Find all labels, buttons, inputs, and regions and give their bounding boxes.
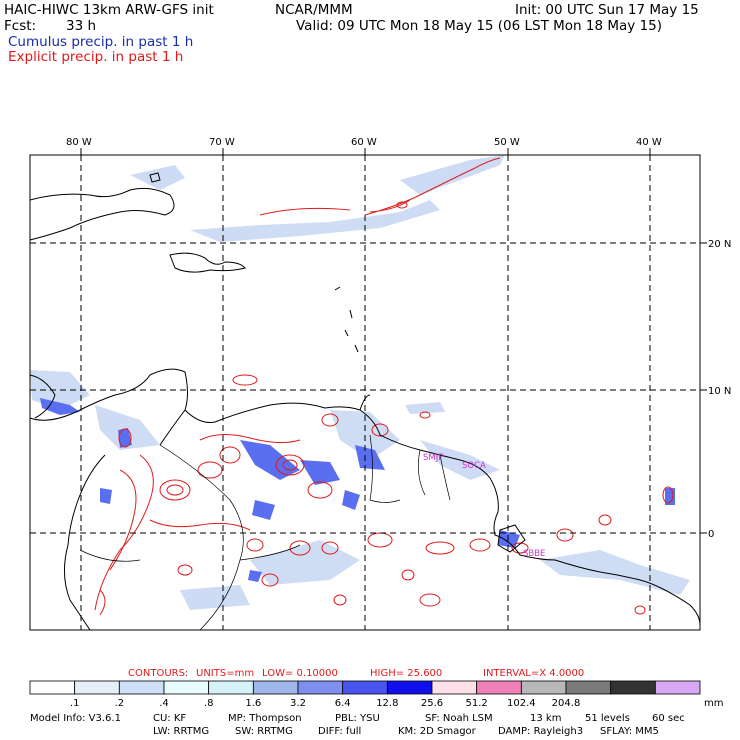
colorbar-units: mm xyxy=(704,698,723,709)
footer-res: 13 km xyxy=(530,713,562,724)
lon-label-50w: 50 W xyxy=(494,137,520,148)
colorbar-tick-label: 3.2 xyxy=(290,698,306,709)
lat-label-20n: 20 N xyxy=(708,239,731,250)
cumulus-heavy-shading xyxy=(40,398,675,582)
valid-time: Valid: 09 UTC Mon 18 May 15 (06 LST Mon … xyxy=(296,18,663,34)
footer-sf: SF: Noah LSM xyxy=(425,713,493,724)
colorbar-swatch xyxy=(118,680,165,695)
footer-pbl: PBL: YSU xyxy=(335,713,380,724)
station-sbbe: SBBE xyxy=(523,549,545,559)
contours-units: UNITS=mm xyxy=(196,668,255,679)
colorbar-tick-label: .8 xyxy=(204,698,214,709)
colorbar-swatch xyxy=(654,680,701,695)
field-explicit-label: Explicit precip. in past 1 h xyxy=(8,49,184,65)
colorbar-swatch xyxy=(252,680,299,695)
contours-high: HIGH= 25.600 xyxy=(370,668,443,679)
colorbar-swatch xyxy=(163,680,210,695)
contours-low: LOW= 0.10000 xyxy=(262,668,338,679)
lon-label-80w: 80 W xyxy=(66,137,92,148)
lon-label-40w: 40 W xyxy=(636,137,662,148)
lon-label-60w: 60 W xyxy=(351,137,377,148)
init-time: Init: 00 UTC Sun 17 May 15 xyxy=(515,2,699,18)
colorbar-tick-label: 204.8 xyxy=(552,698,581,709)
footer-km: KM: 2D Smagor xyxy=(398,726,476,737)
colorbar-tick-label: 25.6 xyxy=(421,698,443,709)
colorbar-tick-label: .4 xyxy=(159,698,169,709)
lat-label-0: 0 xyxy=(708,529,714,540)
footer-cu: CU: KF xyxy=(153,713,187,724)
footer-dt: 60 sec xyxy=(652,713,685,724)
colorbar-swatch xyxy=(431,680,478,695)
colorbar-swatch xyxy=(610,680,656,695)
colorbar-swatch xyxy=(520,680,567,695)
colorbar-tick-label: .1 xyxy=(70,698,80,709)
colorbar-tick-label: .2 xyxy=(115,698,125,709)
colorbar-swatch xyxy=(29,680,76,695)
colorbar-swatch xyxy=(386,680,433,695)
footer-diff: DIFF: full xyxy=(318,726,362,737)
footer-mp: MP: Thompson xyxy=(228,713,302,724)
colorbar-swatch xyxy=(565,680,612,695)
coastlines xyxy=(29,172,701,631)
colorbar-swatch xyxy=(208,680,254,695)
axis-ticks xyxy=(80,148,707,534)
colorbar-tick-label: 6.4 xyxy=(335,698,351,709)
colorbar-tick-label: 102.4 xyxy=(507,698,536,709)
lon-label-70w: 70 W xyxy=(209,137,235,148)
footer-sw: SW: RRTMG xyxy=(235,726,293,737)
footer-damp: DAMP: Rayleigh3 xyxy=(498,726,584,737)
field-cumulus-label: Cumulus precip. in past 1 h xyxy=(8,34,194,50)
org-label: NCAR/MMM xyxy=(275,2,353,18)
colorbar-swatch xyxy=(342,680,388,695)
fcst-value: 33 h xyxy=(66,18,97,34)
colorbar-tick-label: 12.8 xyxy=(376,698,398,709)
colorbar-swatch xyxy=(74,680,120,695)
footer-sflay: SFLAY: MM5 xyxy=(600,726,659,737)
colorbar-swatch xyxy=(297,680,344,695)
lat-lon-grid xyxy=(30,155,700,630)
model-title: HAIC-HIWC 13km ARW-GFS init xyxy=(4,2,214,18)
colorbar-tick-label: 51.2 xyxy=(466,698,488,709)
contours-interval: INTERVAL=X 4.0000 xyxy=(483,668,585,679)
footer-levels: 51 levels xyxy=(585,713,630,724)
country-borders xyxy=(79,434,451,631)
contours-label: CONTOURS: xyxy=(128,668,189,679)
colorbar-swatch xyxy=(476,680,522,695)
footer-lw: LW: RRTMG xyxy=(153,726,210,737)
station-smjp: SMJP xyxy=(423,453,443,463)
explicit-precip-contours xyxy=(94,157,674,616)
station-soca: SOCA xyxy=(462,461,486,471)
footer-model-info: Model Info: V3.6.1 xyxy=(30,713,121,724)
lat-label-10n: 10 N xyxy=(708,386,731,397)
fcst-label: Fcst: xyxy=(4,18,37,34)
colorbar-tick-label: 1.6 xyxy=(245,698,261,709)
